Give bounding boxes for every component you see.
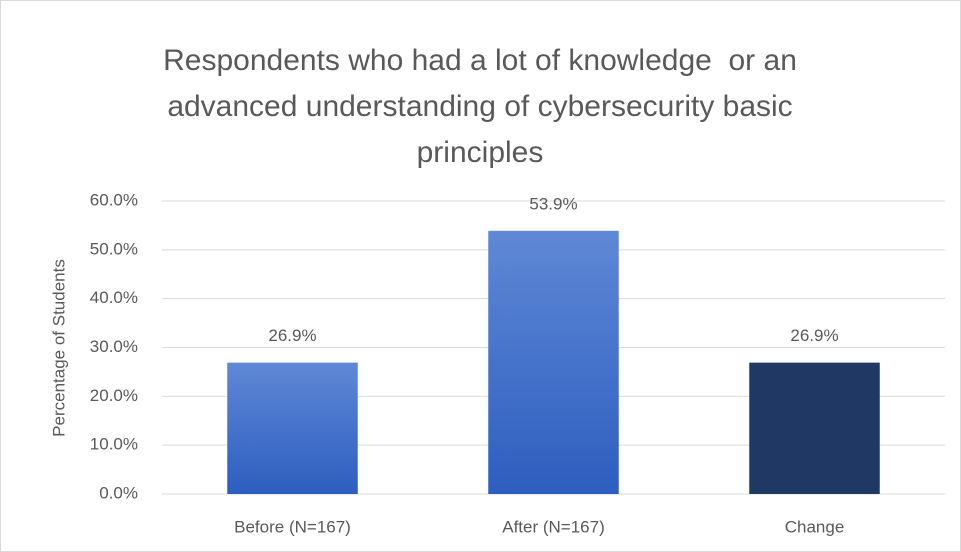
data-label: 26.9% — [790, 326, 838, 345]
bar — [227, 362, 358, 494]
x-tick-label: Change — [785, 517, 845, 536]
bar — [749, 362, 880, 494]
y-tick-label: 0.0% — [99, 483, 138, 502]
y-tick-label: 50.0% — [90, 239, 138, 258]
y-tick-label: 10.0% — [90, 435, 138, 454]
y-tick-label: 30.0% — [90, 337, 138, 356]
data-label: 26.9% — [268, 326, 316, 345]
y-axis-label: Percentage of Students — [49, 259, 68, 437]
y-tick-label: 60.0% — [90, 190, 138, 209]
data-label: 53.9% — [529, 194, 577, 213]
y-tick-label: 20.0% — [90, 386, 138, 405]
x-tick-label: Before (N=167) — [234, 517, 351, 536]
bar — [488, 230, 619, 494]
x-tick-label: After (N=167) — [502, 517, 605, 536]
y-tick-label: 40.0% — [90, 288, 138, 307]
chart-title: Respondents who had a lot of knowledge o… — [163, 44, 806, 169]
